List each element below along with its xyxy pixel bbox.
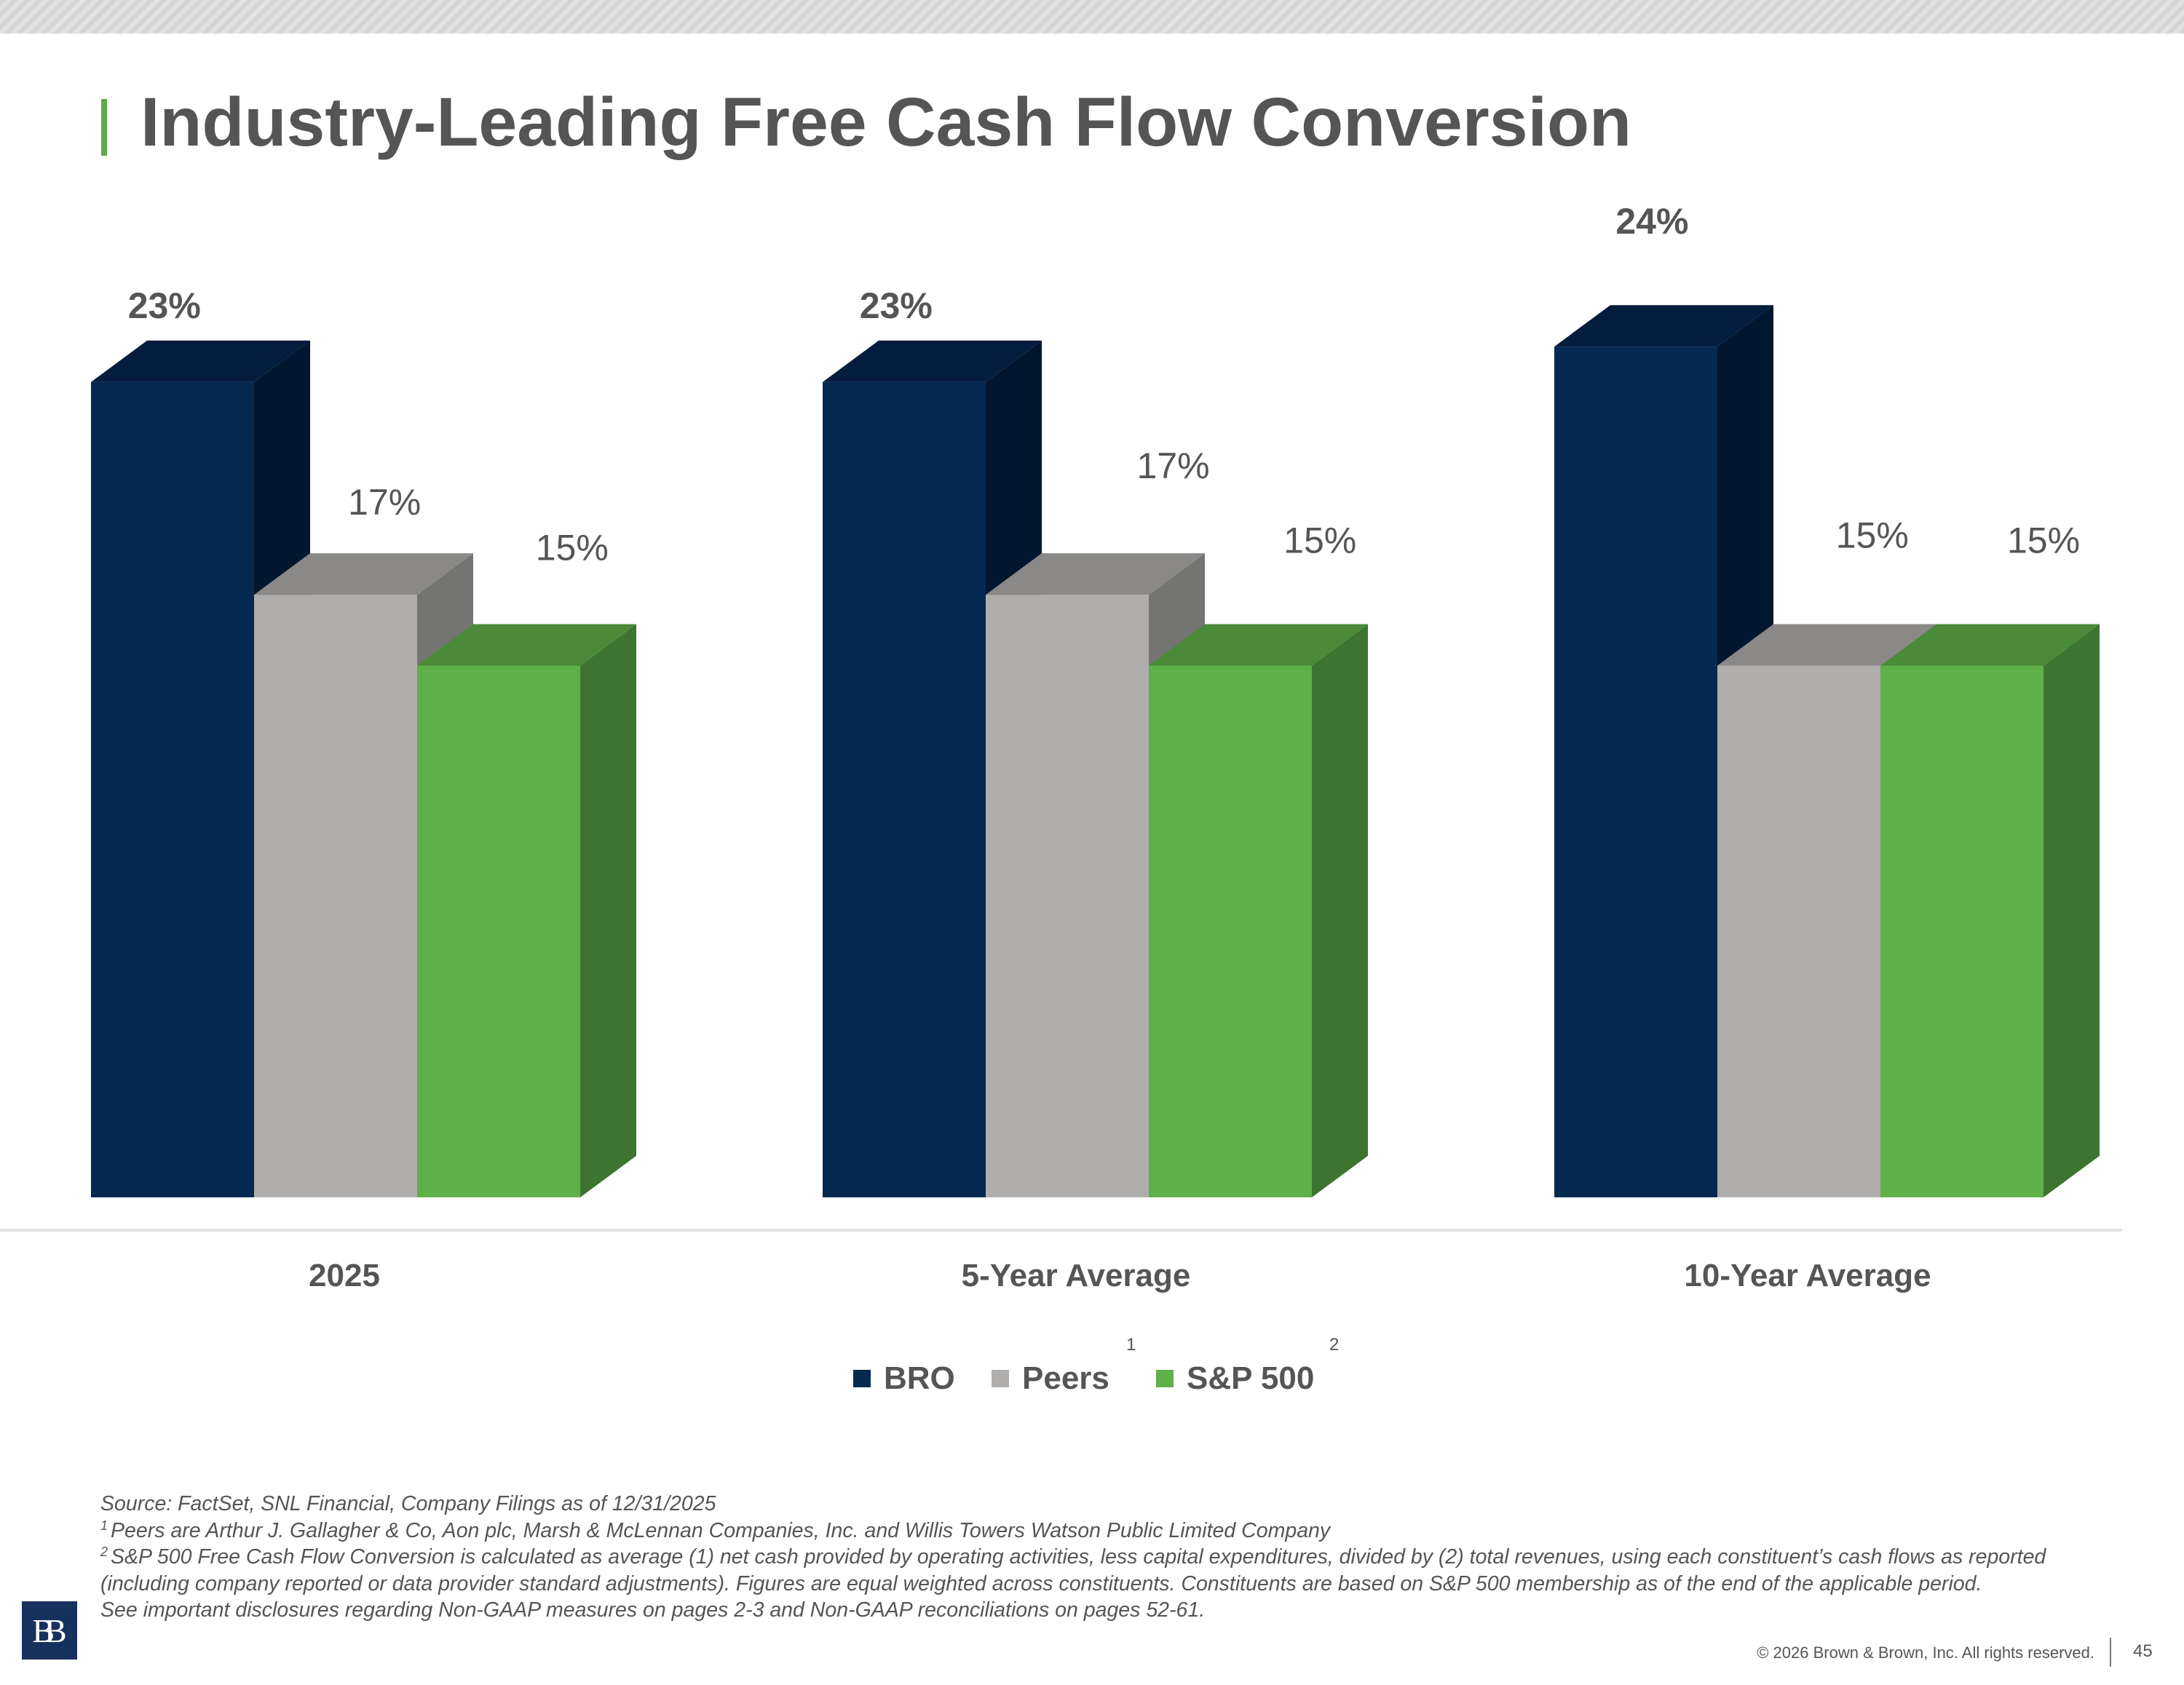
bar-group-2025: 23% 17% 15% [91, 285, 636, 1197]
bar-sp-500-10-year-average [1880, 665, 2043, 1197]
footnote-1-marker: 1 [100, 1518, 108, 1533]
category-label-2025: 2025 [309, 1258, 380, 1293]
legend-item-peers: Peers [992, 1360, 1109, 1397]
bar-top-bro-5-year-average [823, 340, 1042, 382]
brown-and-brown-logo: BB [22, 1601, 77, 1660]
legend-item-sp500: S&P 500 [1156, 1360, 1314, 1397]
footnote-1-text: Peers are Arthur J. Gallagher & Co, Aon … [111, 1518, 1331, 1542]
bar-sp-500-5-year-average [1149, 665, 1312, 1197]
bar-sp-500-2025 [417, 665, 580, 1197]
logo-monogram: BB [32, 1611, 66, 1649]
bar-top-bro-2025 [91, 340, 310, 382]
data-label-bro-10-year-average: 24% [1615, 201, 1688, 242]
bar-side-sp-500-10-year-average [2043, 624, 2100, 1197]
free-cash-flow-bar-chart: 23% 17% 15% 2025 23% 17% 15% 5-Year Average 24% 1… [0, 201, 2122, 1293]
bar-bro-5-year-average [823, 381, 986, 1197]
bar-top-peers-2025 [254, 553, 473, 595]
bar-peers-2025 [254, 595, 417, 1197]
category-label-10-year-average: 10-Year Average [1684, 1258, 1931, 1293]
bar-peers-10-year-average [1717, 665, 1880, 1197]
bar-group-10-year-average: 24% 15% 15% [1554, 201, 2100, 1198]
bar-side-sp-500-2025 [580, 624, 636, 1197]
source-note: Source: FactSet, SNL Financial, Company … [100, 1492, 716, 1515]
footnote-2-text: S&P 500 Free Cash Flow Conversion is cal… [100, 1545, 2046, 1595]
data-label-peers-10-year-average: 15% [1836, 515, 1909, 556]
data-label-peers-2025: 17% [348, 482, 421, 523]
footer-divider [2110, 1638, 2111, 1667]
legend-superscript-sp500: 2 [1329, 1335, 1340, 1355]
data-label-bro-5-year-average: 23% [860, 285, 933, 326]
footnote-2: 2 S&P 500 Free Cash Flow Conversion is ca… [100, 1544, 2066, 1597]
bar-top-peers-10-year-average [1717, 624, 1936, 666]
legend-superscript-peers: 1 [1126, 1335, 1136, 1355]
title-accent-bar [101, 99, 107, 156]
data-label-sp-500-5-year-average: 15% [1283, 520, 1356, 561]
legend-item-bro: BRO [853, 1360, 955, 1397]
header-band [0, 0, 2184, 33]
data-label-peers-5-year-average: 17% [1137, 445, 1210, 486]
bar-top-bro-10-year-average [1554, 305, 1773, 347]
legend-swatch-bro [853, 1370, 871, 1387]
legend-label-bro: BRO [884, 1360, 955, 1396]
non-gaap-disclosure: See important disclosures regarding Non-… [100, 1598, 1206, 1622]
bar-top-sp-500-2025 [417, 624, 636, 666]
bar-bro-2025 [91, 381, 254, 1197]
legend-swatch-peers [992, 1370, 1009, 1387]
footnote-1: 1 Peers are Arthur J. Gallagher & Co, Aon… [100, 1518, 2066, 1545]
bar-bro-10-year-average [1554, 346, 1717, 1198]
legend-label-sp500: S&P 500 [1187, 1360, 1315, 1396]
bar-peers-5-year-average [986, 595, 1149, 1197]
page-number: 45 [2133, 1641, 2153, 1661]
legend-swatch-sp500 [1156, 1370, 1174, 1387]
data-label-sp-500-10-year-average: 15% [2007, 520, 2080, 561]
data-label-sp-500-2025: 15% [536, 528, 609, 568]
bar-side-sp-500-5-year-average [1312, 624, 1368, 1197]
footnote-2-marker: 2 [100, 1545, 108, 1559]
bar-top-peers-5-year-average [986, 553, 1205, 595]
legend-label-peers: Peers [1022, 1360, 1109, 1396]
copyright-notice: © 2026 Brown & Brown, Inc. All rights re… [1757, 1644, 2094, 1662]
chart-legend: BRO Peers 1 S&P 500 2 [853, 1335, 1348, 1400]
category-label-5-year-average: 5-Year Average [962, 1258, 1191, 1293]
page-title: Industry-Leading Free Cash Flow Conversi… [141, 84, 1632, 161]
bar-top-sp-500-5-year-average [1149, 624, 1368, 666]
footnotes: Source: FactSet, SNL Financial, Company … [100, 1491, 2066, 1624]
data-label-bro-2025: 23% [128, 285, 201, 326]
bar-top-sp-500-10-year-average [1880, 624, 2100, 666]
bar-group-5-year-average: 23% 17% 15% [823, 285, 1368, 1197]
